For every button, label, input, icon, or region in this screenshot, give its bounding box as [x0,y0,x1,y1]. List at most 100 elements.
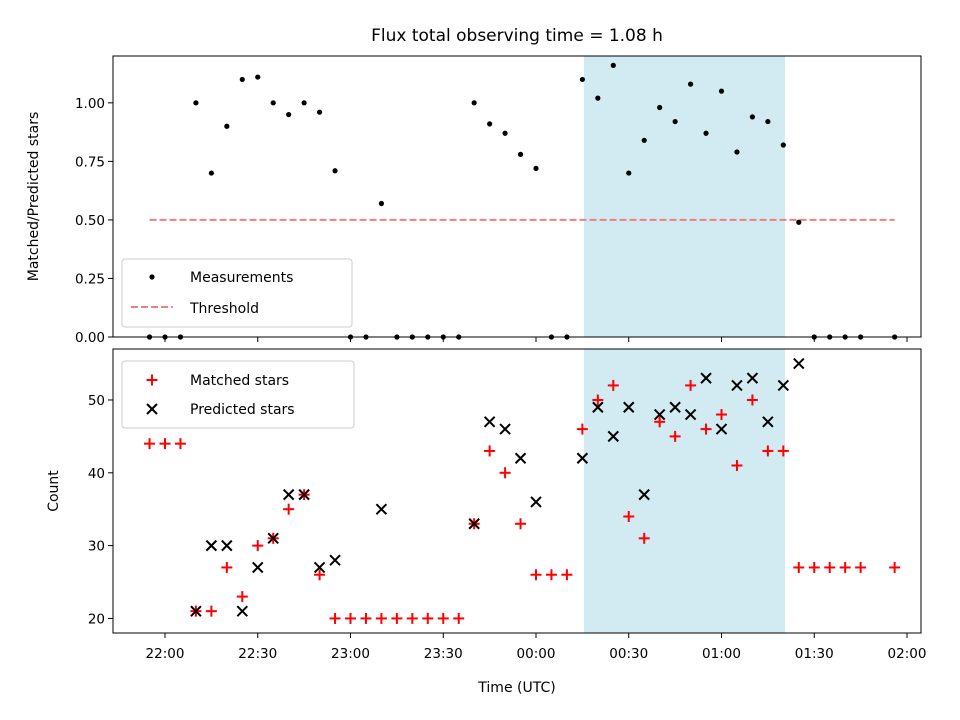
predicted-point-b [267,532,279,545]
predicted-point-b [653,408,666,421]
predicted-point [205,539,218,552]
x-tick-label: 22:30 [238,646,277,662]
predicted-point [375,503,388,515]
matched-point [375,612,387,624]
top-x-ticks [164,337,908,342]
predicted-point [576,452,589,464]
matched-point [731,460,743,472]
measurement-point [270,100,276,106]
legend-marker-predicted [146,403,158,415]
predicted-point [236,605,248,617]
predicted-point [514,452,527,464]
predicted-point [669,401,681,413]
matched-point [561,569,573,581]
bottom-y-tick-label: 30 [88,539,105,555]
predicted-point-b [468,518,480,530]
legend-marker-matched [146,374,158,386]
bottom-legend-box [121,360,355,429]
legend-label-matched: Matched stars [190,373,289,389]
matched-point [437,612,449,624]
measurement-point [193,100,199,106]
matched-point [422,612,434,624]
measurement-point [796,219,802,225]
x-tick-label: 01:00 [702,646,741,662]
matched-point [499,467,511,479]
predicted-point-b [731,379,743,392]
top-y-ticks: 0.00 0.25 0.50 0.75 1.00 [75,96,113,346]
predicted-point [468,518,480,530]
matched-point [746,394,758,406]
legend-plus-glyph [146,374,158,386]
predicted-point-b [205,539,218,552]
matched-point [205,605,217,617]
matched-point [638,532,650,544]
predicted-point-b [669,401,681,413]
bottom-y-tick-label: 20 [88,611,105,627]
matched-point [484,445,496,457]
bottom-axes-frame [112,348,922,634]
measurement-point [687,81,694,87]
measurement-point [487,121,493,127]
matched-point [855,561,867,573]
x-axis-label: Time (UTC) [477,680,555,696]
measurement-point [316,109,323,115]
measurement-point [332,168,338,174]
measurement-point [703,130,709,136]
predicted-point [499,423,511,435]
top-y-tick-label: 0.25 [75,271,105,287]
predicted-point [638,488,650,501]
predicted-point-b [221,539,233,552]
predicted-point-b [236,605,248,617]
measurement-point [734,149,740,155]
measurement-point [610,62,616,68]
matched-point [159,438,171,450]
top-y-axis-label: Matched/Predicted stars [26,112,42,282]
matched-point [623,510,635,522]
predicted-point [267,532,279,545]
legend-label-measurements: Measurements [190,270,293,286]
top-legend-box [121,258,353,328]
highlight-span-top [584,56,785,337]
measurement-point [224,123,230,129]
bottom-y-ticks: 20 30 40 50 [88,393,113,627]
predicted-point [329,554,341,566]
matched-point [345,612,356,624]
top-y-tick-label: 0.50 [75,213,105,229]
matched-point [793,561,805,573]
top-marks [146,62,898,340]
predicted-point-b [576,452,589,464]
matched-point [777,445,789,457]
predicted-point-b [700,372,712,384]
top-axes-frame [112,55,922,338]
x-tick-label: 23:00 [331,646,370,662]
measurement-point [641,137,647,143]
matched-point [453,612,465,624]
predicted-point-b [530,496,542,508]
legend-label-predicted: Predicted stars [190,402,295,418]
predicted-point [313,561,326,574]
predicted-point [731,379,743,392]
predicted-point [793,357,805,370]
top-y-tick-label: 1.00 [75,96,105,112]
predicted-point [684,408,697,421]
measurement-point [208,170,214,176]
predicted-point-b [298,488,310,501]
measurement-point [378,200,385,207]
predicted-point-b [607,430,619,443]
matched-point [607,379,619,391]
measurement-point [595,95,601,101]
matched-point [762,445,774,457]
measurement-point [780,142,786,148]
predicted-point-b [762,416,774,428]
matched-point [824,561,836,573]
matched-point [576,423,588,435]
matched-point [592,394,604,406]
legend-x-glyph-b [146,403,158,415]
x-tick-label: 01:30 [795,646,834,662]
measurement-point [471,100,477,106]
measurement-point [579,76,585,83]
matched-point [700,423,712,435]
predicted-point [252,561,264,574]
matched-point [669,430,681,442]
